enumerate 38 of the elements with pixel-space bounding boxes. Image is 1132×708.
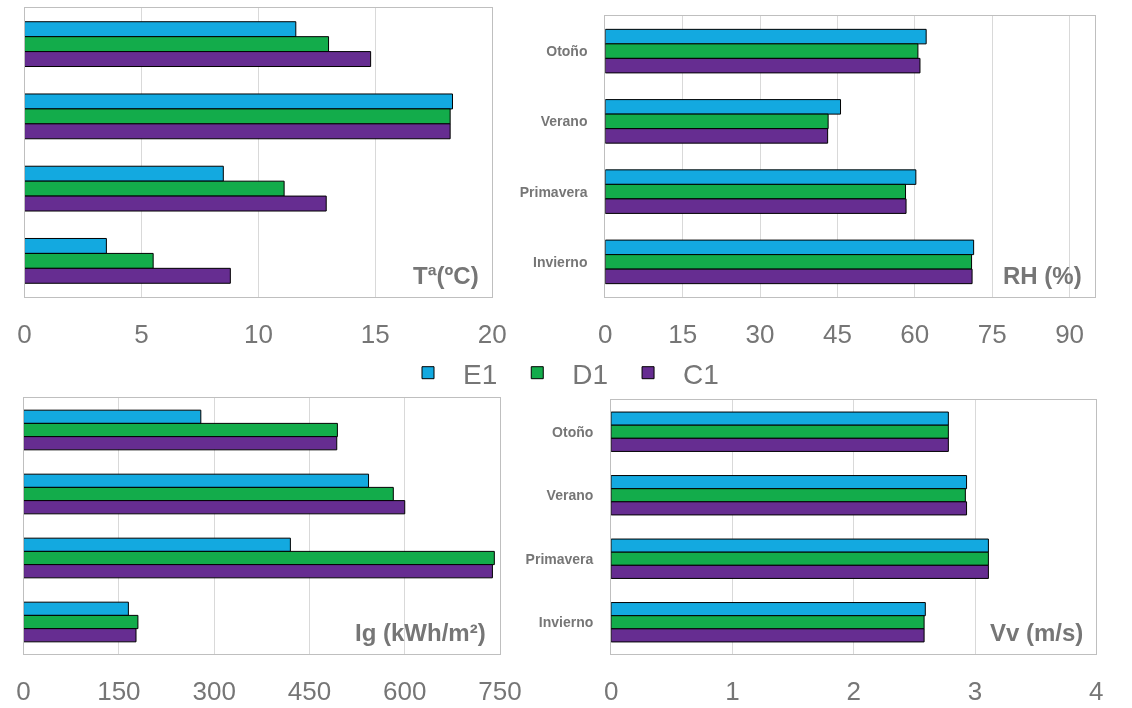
x-tick-label: 1 bbox=[725, 676, 740, 707]
x-tick-label: 0 bbox=[598, 319, 613, 350]
x-tick-label: 4 bbox=[1089, 676, 1104, 707]
x-tick-label: 5 bbox=[134, 319, 149, 350]
text: Tª(ºC) bbox=[413, 262, 479, 289]
x-tick-label: 90 bbox=[1055, 319, 1085, 350]
y-tick-label: Verano bbox=[540, 113, 588, 130]
x-tick-label: 150 bbox=[97, 676, 141, 707]
x-tick-label: 750 bbox=[478, 676, 522, 707]
x-tick-label: 20 bbox=[477, 319, 507, 350]
text: Vv (m/s) bbox=[990, 619, 1084, 646]
x-tick-label: 300 bbox=[192, 676, 236, 707]
x-tick-label: 30 bbox=[745, 319, 775, 350]
x-tick-label: 0 bbox=[603, 676, 619, 707]
x-tick-label: 10 bbox=[243, 319, 273, 350]
x-tick-label: 45 bbox=[822, 319, 852, 350]
x-tick-label: 2 bbox=[846, 676, 861, 707]
legend-label: D1 bbox=[572, 358, 609, 390]
x-tick-label: 15 bbox=[360, 319, 390, 350]
x-tick-label: 15 bbox=[668, 319, 698, 350]
y-tick-label: Invierno bbox=[538, 614, 594, 631]
x-tick-label: 60 bbox=[900, 319, 930, 350]
x-tick-label: 600 bbox=[383, 676, 427, 707]
text: Ig (kWh/m²) bbox=[355, 619, 486, 646]
y-tick-label: Primavera bbox=[519, 183, 588, 200]
x-tick-label: 0 bbox=[17, 319, 32, 350]
x-tick-label: 0 bbox=[16, 676, 31, 707]
x-tick-label: 3 bbox=[967, 676, 983, 707]
x-tick-label: 450 bbox=[287, 676, 332, 707]
legend-label: C1 bbox=[683, 358, 719, 390]
y-tick-label: Invierno bbox=[533, 253, 588, 270]
text: RH (%) bbox=[1003, 262, 1082, 289]
legend-label: E1 bbox=[463, 358, 498, 390]
y-tick-label: Primavera bbox=[525, 550, 594, 567]
y-tick-label: Otoño bbox=[546, 43, 588, 60]
y-tick-label: Verano bbox=[546, 487, 594, 504]
x-tick-label: 75 bbox=[977, 319, 1007, 350]
y-tick-label: Otoño bbox=[552, 423, 594, 440]
